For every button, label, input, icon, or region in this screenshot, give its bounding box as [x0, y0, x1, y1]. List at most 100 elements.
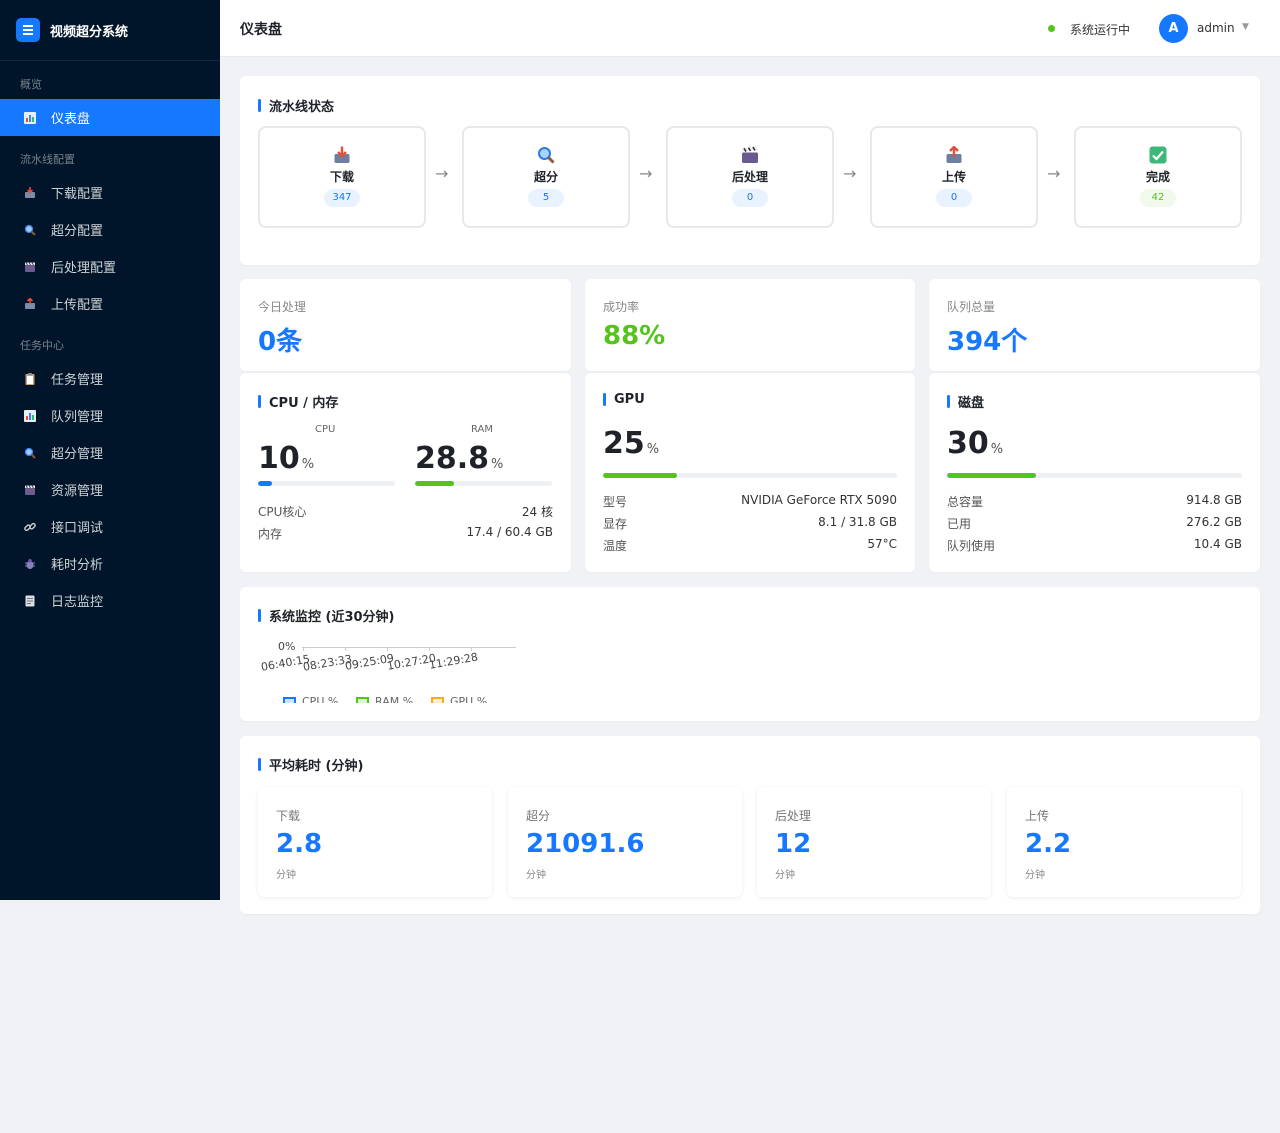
cpu-ram-card: CPU / 内存 CPU RAM 10% 28.8% CPU核心 24 核 内存 1… [240, 373, 571, 572]
timing-label: 下载 [276, 809, 301, 823]
card-title: 磁盘 [947, 392, 984, 411]
sidebar-item-sr-management[interactable]: 超分管理 [0, 434, 220, 471]
stage-count-badge: 0 [732, 189, 768, 207]
stage-label: 超分 [533, 170, 558, 184]
cpu-label: CPU [315, 424, 336, 435]
check-icon [1148, 145, 1168, 165]
stage-download[interactable]: 下载 347 [258, 126, 426, 228]
info-row: 队列使用 10.4 GB [947, 537, 1242, 554]
info-value: 8.1 / 31.8 GB [818, 515, 897, 529]
stage-done[interactable]: 完成 42 [1074, 126, 1242, 228]
system-monitor-card: 系统监控 (近30分钟) 0% 06:40:15 08:23:33 09:25:09… [240, 587, 1260, 721]
y-tick-label: 0% [278, 640, 296, 653]
info-value: 276.2 GB [1186, 515, 1242, 529]
sidebar-item-task-management[interactable]: 任务管理 [0, 360, 220, 397]
stat-card-success-rate: 成功率 88% [585, 279, 915, 371]
inbox-tray-icon [24, 186, 36, 199]
legend-label: RAM % [375, 695, 414, 703]
brand-title: 视频超分系统 [50, 24, 129, 40]
info-key: 已用 [947, 517, 972, 531]
sidebar-item-label: 超分配置 [51, 224, 104, 239]
info-row: 温度 57°C [603, 537, 897, 554]
sidebar-item-api-debug[interactable]: 接口调试 [0, 508, 220, 545]
chevron-down-icon[interactable]: ▼ [1242, 22, 1249, 32]
legend-swatch [356, 696, 369, 703]
stage-label: 后处理 [731, 170, 768, 184]
stat-card-queue-total: 队列总量 394个 [929, 279, 1260, 371]
cpu-progress-fill [258, 481, 272, 486]
clapper-icon [24, 484, 36, 496]
info-row: 型号 NVIDIA GeForce RTX 5090 [603, 493, 897, 510]
ram-label: RAM [471, 424, 494, 435]
sidebar-item-resource-management[interactable]: 资源管理 [0, 471, 220, 508]
sidebar-item-download-config[interactable]: 下载配置 [0, 174, 220, 211]
timing-card-postprocess: 后处理 12 分钟 [757, 787, 991, 897]
stat-label: 队列总量 [947, 300, 996, 314]
page-title: 仪表盘 [240, 22, 282, 38]
disk-value-group: 30% [947, 426, 1003, 461]
sidebar-item-label: 队列管理 [51, 410, 104, 425]
sidebar-item-postprocess-config[interactable]: 后处理配置 [0, 248, 220, 285]
gpu-progress-track [603, 473, 897, 478]
info-row: 已用 276.2 GB [947, 515, 1242, 532]
link-icon [24, 521, 36, 533]
disk-value: 30 [947, 426, 989, 461]
stage-count-badge: 347 [324, 189, 360, 207]
sidebar-item-label: 超分管理 [51, 447, 104, 462]
sidebar-item-log-monitor[interactable]: 日志监控 [0, 582, 220, 619]
timing-unit: 分钟 [276, 870, 296, 881]
sidebar-item-timing-analysis[interactable]: 耗时分析 [0, 545, 220, 582]
ram-progress-track [415, 481, 552, 486]
timing-unit: 分钟 [526, 870, 546, 881]
arrow-right-icon: → [639, 164, 653, 183]
stat-label: 成功率 [603, 300, 640, 314]
system-status: 系统运行中 [1070, 23, 1131, 37]
timing-label: 上传 [1025, 809, 1050, 823]
user-name[interactable]: admin [1197, 21, 1235, 35]
legend-item[interactable]: RAM % [356, 695, 413, 703]
notepad-icon [24, 595, 36, 607]
avatar[interactable]: A [1159, 14, 1188, 43]
cpu-progress-track [258, 481, 395, 486]
x-axis-line [302, 647, 516, 648]
timing-label: 超分 [526, 809, 551, 823]
sidebar-item-label: 日志监控 [51, 595, 104, 610]
timing-card-download: 下载 2.8 分钟 [258, 787, 492, 897]
legend-label: CPU % [302, 695, 339, 703]
sidebar-item-queue-management[interactable]: 队列管理 [0, 397, 220, 434]
x-tick-mark [303, 647, 304, 651]
stat-value: 394个 [947, 327, 1028, 357]
disk-progress-fill [947, 473, 1036, 478]
timing-value: 2.8 [276, 829, 323, 859]
sidebar: 视频超分系统 概览 仪表盘 流水线配置 下载配置 超分配置 后处理配置 上传配置… [0, 0, 220, 900]
stage-postprocess[interactable]: 后处理 0 [666, 126, 834, 228]
timing-value: 12 [775, 829, 812, 859]
sidebar-item-label: 任务管理 [51, 373, 104, 388]
sidebar-item-label: 仪表盘 [51, 112, 91, 127]
legend-item[interactable]: GPU % [431, 695, 487, 703]
sidebar-item-label: 接口调试 [51, 521, 104, 536]
avg-timing-card: 平均耗时 (分钟) 下载 2.8 分钟 超分 21091.6 分钟 后处理 12… [240, 736, 1260, 914]
bar-chart-icon [24, 409, 36, 422]
info-value: NVIDIA GeForce RTX 5090 [741, 493, 897, 507]
info-key: 总容量 [947, 495, 984, 509]
stage-upload[interactable]: 上传 0 [870, 126, 1038, 228]
legend-item[interactable]: CPU % [283, 695, 338, 703]
sidebar-item-upload-config[interactable]: 上传配置 [0, 285, 220, 322]
info-key: CPU核心 [258, 505, 307, 519]
menu-logo-icon [16, 18, 40, 42]
stat-value: 0条 [258, 327, 303, 357]
stat-value: 88% [603, 321, 666, 351]
magnifier-icon [24, 224, 36, 236]
sidebar-item-dashboard[interactable]: 仪表盘 [0, 99, 220, 136]
stage-count-badge: 42 [1140, 189, 1176, 207]
sidebar-item-sr-config[interactable]: 超分配置 [0, 211, 220, 248]
cpu-unit: % [301, 457, 315, 472]
card-title: CPU / 内存 [258, 392, 338, 411]
disk-unit: % [990, 442, 1004, 457]
stage-super-resolution[interactable]: 超分 5 [462, 126, 630, 228]
x-tick-mark [345, 647, 346, 651]
sidebar-item-label: 后处理配置 [51, 261, 117, 276]
timing-unit: 分钟 [775, 870, 795, 881]
legend-swatch [283, 696, 296, 703]
